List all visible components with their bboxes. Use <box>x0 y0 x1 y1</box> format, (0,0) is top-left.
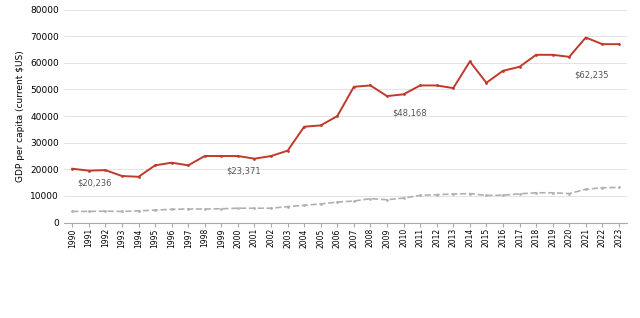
World <box>201 207 209 211</box>
Faroe Islands GDP per capita (current US$) <box>416 84 424 87</box>
Faroe Islands GDP per capita (current US$) <box>184 163 192 167</box>
World <box>532 191 540 195</box>
World <box>168 207 175 211</box>
World <box>499 193 507 197</box>
Faroe Islands GDP per capita (current US$) <box>68 167 76 171</box>
Text: $23,371: $23,371 <box>227 166 261 175</box>
World <box>565 192 573 196</box>
Faroe Islands GDP per capita (current US$) <box>400 93 408 96</box>
Faroe Islands GDP per capita (current US$) <box>582 36 589 39</box>
Faroe Islands GDP per capita (current US$) <box>284 149 291 153</box>
Line: Faroe Islands GDP per capita (current US$): Faroe Islands GDP per capita (current US… <box>71 36 620 178</box>
World <box>300 204 308 207</box>
Faroe Islands GDP per capita (current US$) <box>433 84 440 87</box>
Faroe Islands GDP per capita (current US$) <box>483 81 490 85</box>
Text: $20,236: $20,236 <box>77 178 112 187</box>
World <box>317 202 324 206</box>
World <box>367 197 374 201</box>
World <box>118 210 126 213</box>
Faroe Islands GDP per capita (current US$) <box>118 174 126 178</box>
Faroe Islands GDP per capita (current US$) <box>168 161 175 165</box>
Faroe Islands GDP per capita (current US$) <box>201 154 209 158</box>
World <box>333 200 341 204</box>
World <box>449 192 457 196</box>
World <box>251 206 259 210</box>
Faroe Islands GDP per capita (current US$) <box>218 154 225 158</box>
Faroe Islands GDP per capita (current US$) <box>102 168 109 172</box>
World <box>433 193 440 197</box>
Faroe Islands GDP per capita (current US$) <box>598 42 606 46</box>
World <box>582 187 589 191</box>
Y-axis label: GDP per capita (current $US): GDP per capita (current $US) <box>16 50 25 182</box>
Faroe Islands GDP per capita (current US$) <box>134 175 142 179</box>
World <box>268 206 275 210</box>
Text: $62,235: $62,235 <box>574 70 609 79</box>
World <box>218 207 225 211</box>
Faroe Islands GDP per capita (current US$) <box>449 86 457 90</box>
World <box>68 210 76 213</box>
World <box>516 192 524 196</box>
World <box>416 194 424 197</box>
Faroe Islands GDP per capita (current US$) <box>234 154 242 158</box>
Faroe Islands GDP per capita (current US$) <box>516 65 524 69</box>
Faroe Islands GDP per capita (current US$) <box>85 169 93 173</box>
World <box>151 208 159 212</box>
World <box>466 192 474 196</box>
Faroe Islands GDP per capita (current US$) <box>549 53 557 57</box>
Text: $48,168: $48,168 <box>392 108 427 117</box>
World <box>383 198 391 202</box>
Line: World: World <box>71 186 620 213</box>
Faroe Islands GDP per capita (current US$) <box>268 154 275 158</box>
World <box>102 209 109 213</box>
World <box>184 207 192 211</box>
Faroe Islands GDP per capita (current US$) <box>466 59 474 63</box>
Faroe Islands GDP per capita (current US$) <box>383 94 391 98</box>
World <box>615 185 623 189</box>
Faroe Islands GDP per capita (current US$) <box>565 55 573 59</box>
Faroe Islands GDP per capita (current US$) <box>251 157 259 161</box>
World <box>350 199 358 203</box>
World <box>549 191 557 195</box>
World <box>483 194 490 197</box>
World <box>85 210 93 213</box>
World <box>234 206 242 210</box>
Faroe Islands GDP per capita (current US$) <box>532 53 540 57</box>
Faroe Islands GDP per capita (current US$) <box>151 163 159 167</box>
World <box>284 205 291 209</box>
Faroe Islands GDP per capita (current US$) <box>615 42 623 46</box>
World <box>134 209 142 213</box>
World <box>598 186 606 190</box>
Faroe Islands GDP per capita (current US$) <box>367 84 374 87</box>
Faroe Islands GDP per capita (current US$) <box>350 85 358 89</box>
Faroe Islands GDP per capita (current US$) <box>499 69 507 73</box>
World <box>400 196 408 200</box>
Faroe Islands GDP per capita (current US$) <box>300 125 308 128</box>
Faroe Islands GDP per capita (current US$) <box>333 114 341 118</box>
Faroe Islands GDP per capita (current US$) <box>317 123 324 127</box>
